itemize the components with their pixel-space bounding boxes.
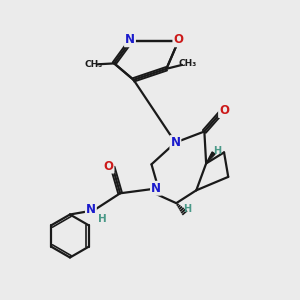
Text: O: O bbox=[173, 33, 183, 46]
Text: O: O bbox=[219, 104, 229, 117]
Text: H: H bbox=[98, 214, 106, 224]
Text: N: N bbox=[86, 203, 96, 216]
Text: N: N bbox=[125, 33, 135, 46]
Text: H: H bbox=[184, 204, 192, 214]
Polygon shape bbox=[206, 152, 215, 164]
Text: N: N bbox=[170, 136, 180, 149]
Text: H: H bbox=[213, 146, 221, 156]
Text: CH₃: CH₃ bbox=[84, 60, 102, 69]
Text: O: O bbox=[103, 160, 113, 172]
Text: CH₃: CH₃ bbox=[179, 59, 197, 68]
Text: N: N bbox=[151, 182, 161, 195]
